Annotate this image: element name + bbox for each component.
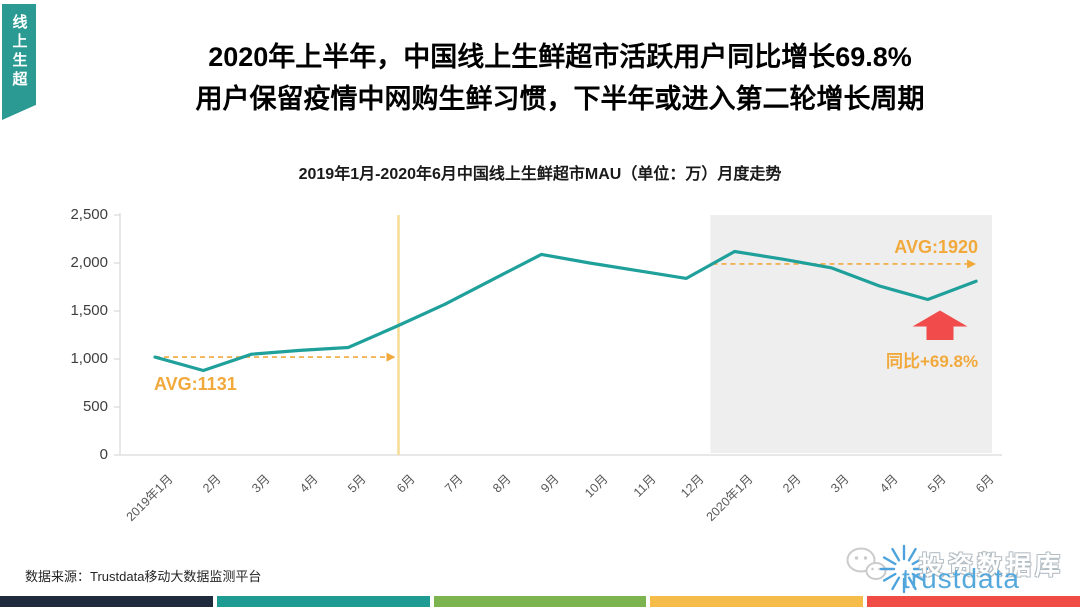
corner-ribbon: 线上生超 (2, 4, 36, 120)
footer-color-bar (216, 596, 430, 607)
footer-color-bars (0, 596, 1080, 607)
footer-color-bar (867, 596, 1080, 607)
corner-ribbon-label: 线上生超 (10, 14, 28, 90)
y-axis-tick-label: 500 (82, 398, 108, 415)
footer-color-bar (433, 596, 647, 607)
y-axis-tick-label: 1,000 (70, 350, 108, 367)
watermark-brand-text: trustdata (902, 563, 1020, 594)
page-title-line2: 用户保留疫情中网购生鲜习惯，下半年或进入第二轮增长周期 (195, 84, 925, 114)
wechat-icon (846, 547, 887, 580)
footer-color-bar (650, 596, 864, 607)
yoy-up-arrow-icon (912, 310, 968, 340)
avg-2019-line-arrowhead (386, 352, 396, 362)
avg-2020-line-arrowhead (967, 259, 977, 269)
y-axis-tick-label: 1,500 (70, 302, 108, 319)
y-axis-tick-label: 0 (99, 446, 108, 463)
page-title-line1: 2020年上半年，中国线上生鲜超市活跃用户同比增长69.8% (208, 42, 912, 72)
watermark: 投资数据库 trustdata (845, 540, 1080, 602)
chart-title: 2019年1月-2020年6月中国线上生鲜超市MAU（单位：万）月度走势 (298, 166, 782, 183)
data-source-note: 数据来源：Trustdata移动大数据监测平台 (25, 569, 262, 584)
footer-color-bar (0, 596, 213, 607)
trustdata-starburst-icon (879, 544, 929, 594)
mau-line (153, 249, 978, 373)
page-title: 2020年上半年，中国线上生鲜超市活跃用户同比增长69.8% 用户保留疫情中网购… (40, 36, 1080, 120)
avg-2019-label: AVG:1131 (154, 374, 237, 394)
y-axis-tick-label: 2,000 (70, 254, 108, 271)
watermark-cn-text: 投资数据库 (919, 552, 1065, 580)
yoy-growth-label: 同比+69.8% (886, 352, 979, 371)
avg-2020-label: AVG:1920 (894, 237, 978, 257)
y-axis-tick-label: 2,500 (70, 206, 108, 223)
